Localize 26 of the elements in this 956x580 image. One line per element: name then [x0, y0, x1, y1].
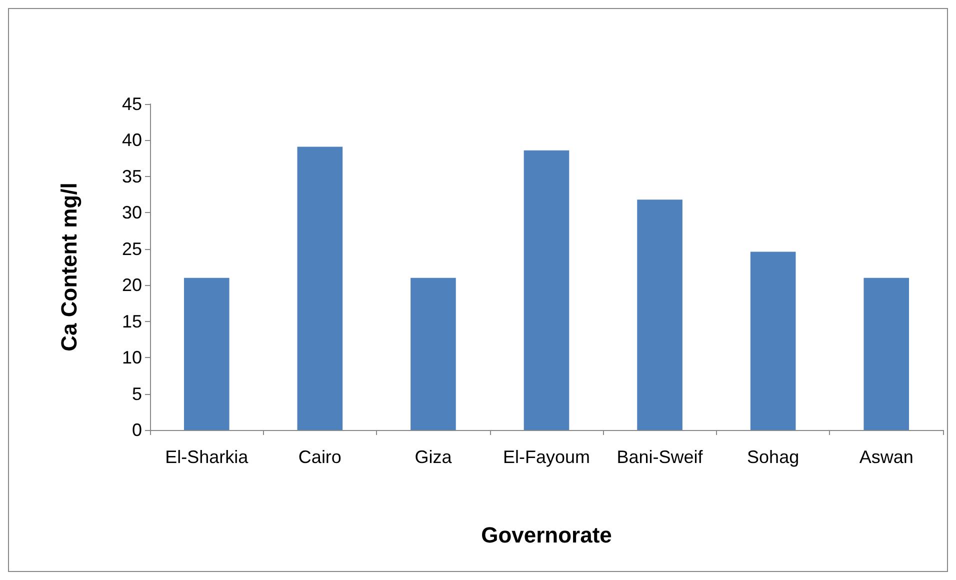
- x-tick-label: Giza: [414, 447, 453, 467]
- y-tick-label: 30: [122, 202, 142, 223]
- bar: [864, 278, 910, 430]
- bar: [750, 252, 796, 430]
- x-tick-label: Aswan: [859, 447, 914, 467]
- y-tick-label: 5: [132, 384, 142, 404]
- bar: [184, 278, 230, 430]
- y-tick-label: 25: [122, 238, 142, 259]
- y-tick-label: 0: [132, 420, 142, 440]
- x-tick-label: Cairo: [298, 447, 342, 467]
- x-tick-label: El-Sharkia: [165, 447, 250, 467]
- x-axis-title: Governorate: [481, 522, 612, 548]
- y-tick-label: 15: [122, 311, 142, 332]
- bar: [297, 146, 343, 430]
- y-tick-label: 10: [122, 348, 142, 368]
- x-tick-label: Sohag: [747, 447, 800, 467]
- bar: [410, 278, 456, 430]
- y-tick-label: 20: [122, 275, 142, 296]
- y-tick-label: 45: [122, 94, 142, 114]
- y-tick-label: 35: [122, 166, 142, 186]
- x-tick-label: El-Fayoum: [502, 447, 590, 467]
- bar: [524, 150, 570, 430]
- bar: [637, 200, 682, 430]
- x-tick-label: Bani-Sweif: [616, 447, 704, 467]
- y-tick-label: 40: [122, 130, 142, 150]
- y-axis-title: Ca Content mg/l: [56, 182, 82, 352]
